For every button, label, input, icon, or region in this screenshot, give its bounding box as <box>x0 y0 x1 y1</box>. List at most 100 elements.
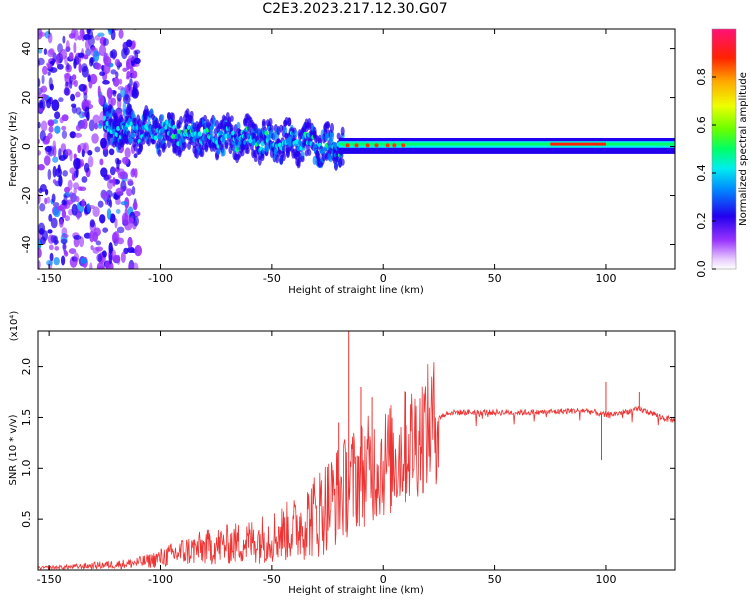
spectrogram-noise-blob <box>83 54 89 60</box>
spectrogram-band-halo <box>281 151 286 162</box>
spectrogram-noise-blob <box>89 262 93 269</box>
spectrogram-band-halo <box>283 126 288 135</box>
spectrogram-hot-dot <box>374 143 379 148</box>
spectrogram-noise-blob <box>39 130 46 142</box>
spectrogram-noise-blob <box>54 246 60 251</box>
spectrogram-noise-blob <box>38 48 43 54</box>
spectrogram-noise-blob <box>108 253 113 265</box>
spectrogram-noise-blob <box>62 233 69 239</box>
spectrogram-noise-blob <box>81 176 88 183</box>
spectrogram-noise-blob <box>116 93 122 102</box>
spectrogram-noise-blob <box>109 199 113 208</box>
spectrogram-noise-blob <box>124 147 131 159</box>
spectrogram-y-ticks: -40 -20 0 20 40 <box>20 42 675 253</box>
spectrogram-noise-blob <box>40 120 48 132</box>
spectrogram-noise-blob <box>52 156 59 163</box>
spectrogram-noise-blob <box>71 203 78 216</box>
spectrogram-noise-blob <box>87 75 91 83</box>
spectrogram-noise-blob <box>61 209 67 219</box>
spectrogram-band-halo <box>236 121 241 131</box>
spectrogram-noise-blob <box>64 186 71 194</box>
spectrogram-noise-blob <box>77 52 85 58</box>
spectrogram-noise-blob <box>69 131 77 139</box>
spectrogram-noise-blob <box>38 248 42 258</box>
spectrogram-noise-blob <box>103 63 111 75</box>
spectrogram-noise-blob <box>114 218 118 229</box>
snr-x-ticks: -150 -100 -50 0 50 100 <box>37 331 616 586</box>
spectrogram-noise-blob <box>132 215 139 227</box>
spectrogram-noise-blob <box>44 197 48 205</box>
spectrogram-noise-blob <box>38 149 42 156</box>
spectrogram-noise-blob <box>132 81 138 93</box>
spectrogram-noise-blob <box>113 231 120 243</box>
spectrogram-band-halo <box>157 149 162 157</box>
spectrogram-band-halo <box>160 114 165 122</box>
spectrogram-noise-blob <box>43 48 48 56</box>
x-tick-label: 0 <box>380 272 387 285</box>
spectrogram-noise-blob <box>102 55 107 64</box>
spectrogram-noise-blob <box>46 196 51 204</box>
spectrogram-noise-blob <box>128 217 134 224</box>
spectrogram-noise-blob <box>103 174 110 181</box>
colorbar-tick-label: 0.8 <box>695 68 708 86</box>
spectrogram-noise-blob <box>114 58 120 67</box>
spectrogram-noise-blob <box>117 85 125 91</box>
spectrogram-noise-blob <box>50 234 57 243</box>
spectrogram-noise-blob <box>65 40 70 52</box>
spectrogram-noise-blob <box>103 38 109 46</box>
spectrogram-band-halo <box>279 124 284 133</box>
spectrogram-noise-blob <box>118 78 123 85</box>
spectrogram-noise-blob <box>89 219 95 228</box>
spectrogram-noise-blob <box>84 100 90 107</box>
spectrogram-noise-blob <box>109 246 114 252</box>
x-tick-label: -150 <box>37 573 62 586</box>
spectrogram-noise-blob <box>108 148 115 156</box>
spectrogram-noise-blob <box>71 74 77 81</box>
spectrogram-band-halo <box>189 110 194 119</box>
spectrogram-noise-blob <box>64 55 68 66</box>
spectrogram-noise-blob <box>39 202 46 212</box>
spectrogram-band-core <box>219 130 224 136</box>
snr-panel: -150 -100 -50 0 50 100 0.5 1.0 1.5 2.0 Height of… <box>8 311 676 596</box>
spectrogram-noise-blob <box>65 81 69 87</box>
spectrogram-noise-blob <box>73 56 80 66</box>
spectrogram-band-halo <box>340 158 345 166</box>
spectrogram-noise-blob <box>127 236 133 249</box>
spectrogram-band-halo <box>162 142 167 150</box>
spectrogram-noise-blob <box>77 186 83 191</box>
spectrogram-noise-blob <box>47 132 53 140</box>
spectrogram-noise-blob <box>87 149 93 156</box>
spectrogram-noise-blob <box>49 252 54 262</box>
y-tick-label: 1.5 <box>20 409 33 427</box>
spectrogram-noise-blob <box>81 148 85 158</box>
spectrogram-noise-blob <box>47 63 53 70</box>
spectrogram-noise-blob <box>77 145 81 153</box>
spectrogram-band-halo <box>178 115 183 125</box>
spectrogram-noise-blob <box>102 227 109 233</box>
spectrogram-noise-blob <box>101 191 109 201</box>
spectrogram-noise-blob <box>81 112 86 118</box>
spectrogram-noise-blob <box>47 71 51 76</box>
spectrogram-noise-blob <box>88 119 95 132</box>
x-tick-label: -50 <box>263 272 281 285</box>
spectrogram-noise-blob <box>75 196 80 203</box>
spectrogram-band-halo <box>240 150 245 157</box>
spectrogram-noise-blob <box>69 75 73 84</box>
spectrogram-noise-blob <box>100 167 108 178</box>
spectrogram-band-core <box>130 132 135 138</box>
spectrogram-noise-blob <box>43 155 51 166</box>
spectrogram-noise-blob <box>116 226 125 234</box>
spectrogram-noise-blob <box>52 202 60 207</box>
spectrogram-noise-blob <box>92 247 100 254</box>
spectrogram-noise-blob <box>58 97 64 103</box>
spectrogram-band-halo <box>229 115 234 122</box>
spectrogram-noise-blob <box>55 53 60 66</box>
spectrogram-noise-blob <box>84 39 91 50</box>
spectrogram-noise-blob <box>74 170 78 179</box>
spectrogram-noise-blob <box>63 87 70 96</box>
snr-y-ticks: 0.5 1.0 1.5 2.0 <box>20 358 675 528</box>
spectrogram-band-core <box>197 131 202 137</box>
spectrogram-noise-blob <box>94 62 102 70</box>
spectrogram-band-halo <box>336 132 341 140</box>
